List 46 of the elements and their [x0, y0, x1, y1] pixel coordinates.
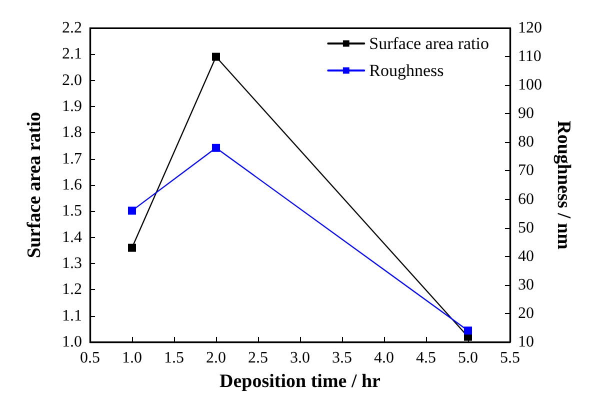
point	[128, 244, 136, 252]
y-tick-label: 1.0	[62, 334, 82, 350]
y-axis-title: Surface area ratio	[24, 112, 45, 258]
y-tick-label: 2.0	[62, 72, 82, 89]
y2-tick-label: 110	[518, 48, 542, 66]
x-tick-label: 4.5	[416, 350, 436, 366]
x-tick-label: 2.5	[248, 350, 268, 366]
x-tick-label: 4.0	[374, 350, 394, 366]
y2-tick-label: 80	[518, 134, 534, 151]
legend-label: Surface area ratio	[369, 34, 490, 53]
y2-tick-label: 20	[518, 304, 534, 322]
y-tick-label: 1.6	[62, 176, 82, 194]
x-tick-label: 1.5	[164, 350, 184, 366]
point	[212, 52, 220, 61]
y2-axis-title: Roughness / nm	[553, 120, 574, 250]
legend-label: Roughness	[369, 61, 444, 80]
point	[212, 144, 220, 152]
y2-tick-label: 50	[518, 219, 534, 236]
y2-tick-label: 30	[518, 276, 534, 294]
x-tick-label: 3.0	[290, 350, 310, 366]
y-tick-label: 1.4	[62, 228, 82, 246]
y-tick-label: 1.8	[62, 124, 82, 142]
y2-tick-label: 90	[518, 105, 534, 122]
y-tick-label: 1.1	[62, 307, 82, 324]
y2-tick-label: 60	[518, 190, 534, 208]
x-tick-label: 1.0	[122, 350, 142, 366]
y-tick-label: 2.2	[62, 20, 82, 36]
x-tick-label: 2.0	[206, 350, 226, 366]
y-tick-label: 1.2	[62, 281, 82, 298]
y2-tick-label: 40	[518, 248, 534, 265]
y-tick-label: 2.1	[62, 46, 82, 63]
y-tick-label: 1.7	[62, 150, 82, 168]
y2-tick-label: 10	[518, 334, 534, 350]
x-tick-label: 0.5	[80, 350, 100, 366]
point	[464, 326, 472, 335]
x-axis-title: Deposition time / hr	[220, 371, 382, 392]
x-tick-label: 5.5	[500, 350, 520, 366]
y-tick-label: 1.3	[62, 255, 82, 272]
point	[128, 206, 136, 215]
y2-tick-label: 70	[518, 162, 534, 180]
y-tick-label: 1.9	[62, 98, 82, 115]
y2-tick-label: 120	[518, 20, 542, 36]
y-tick-label: 1.5	[62, 202, 82, 220]
x-tick-label: 5.0	[458, 350, 478, 366]
x-tick-label: 3.5	[332, 350, 352, 366]
y2-tick-label: 100	[518, 76, 542, 94]
